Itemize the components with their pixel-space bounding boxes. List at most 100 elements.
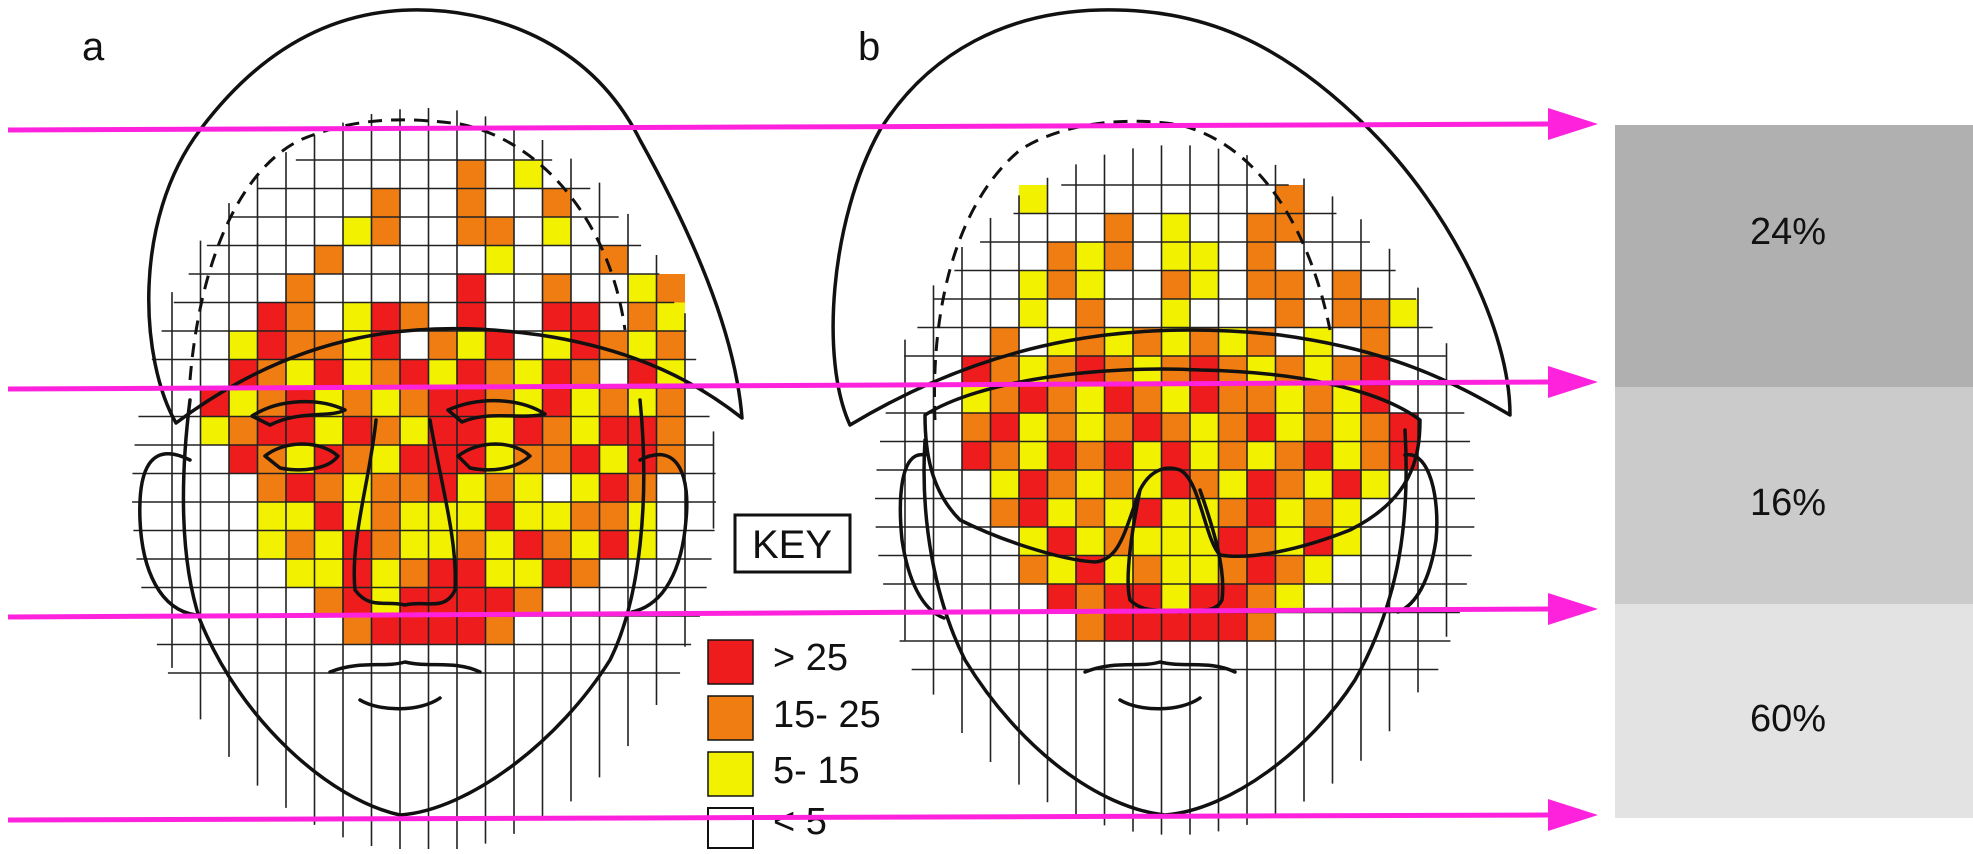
heat-cell — [1076, 327, 1105, 356]
heat-cell — [1047, 470, 1076, 499]
heat-cell — [485, 245, 514, 274]
heat-cell — [990, 413, 1019, 442]
heat-cell — [1275, 356, 1304, 385]
heat-cell — [542, 530, 571, 559]
panel-a-left-brow — [250, 399, 347, 427]
heat-cell — [1332, 299, 1361, 328]
heat-cell — [1161, 213, 1190, 242]
heat-cell — [1190, 242, 1219, 271]
heat-cell — [1161, 527, 1190, 556]
heat-cell — [400, 302, 429, 331]
band-upper-label: 24% — [1750, 211, 1826, 253]
heat-cell — [457, 331, 486, 360]
heat-cell — [314, 530, 343, 559]
heat-cell — [1190, 384, 1219, 413]
band-upper — [1615, 125, 1973, 387]
heat-cell — [457, 559, 486, 588]
heat-cell — [1047, 441, 1076, 470]
band-lower-label: 60% — [1750, 698, 1826, 740]
heat-cell — [1047, 242, 1076, 271]
heat-cell — [599, 388, 628, 417]
heat-cell — [286, 416, 315, 445]
heat-cell — [485, 473, 514, 502]
heat-cell — [343, 388, 372, 417]
heat-cell — [599, 416, 628, 445]
panel-a-right-eye — [456, 442, 532, 472]
panel-a-letter: a — [82, 25, 105, 69]
heat-cell — [962, 413, 991, 442]
legend-label-5-15: 5- 15 — [773, 750, 860, 792]
heat-cell — [257, 331, 286, 360]
arrow-line-4 — [7, 812, 1549, 823]
heat-cell — [343, 445, 372, 474]
heat-cell — [542, 416, 571, 445]
heat-cell — [286, 559, 315, 588]
panel-b-grid — [875, 145, 1475, 835]
heat-cell — [542, 559, 571, 588]
heat-cell — [514, 473, 543, 502]
heat-cell — [314, 416, 343, 445]
heat-cell — [1161, 612, 1190, 641]
heat-cell — [229, 331, 258, 360]
heat-cell — [1076, 242, 1105, 271]
heat-cell — [1019, 413, 1048, 442]
heat-cell — [542, 188, 571, 217]
legend-key: KEY > 25 15- 25 5- 15 < 5 — [707, 513, 881, 849]
heat-cell — [1361, 470, 1390, 499]
heat-cell — [542, 388, 571, 417]
heat-cell — [1076, 584, 1105, 613]
heat-cell — [1133, 555, 1162, 584]
heat-cell — [1076, 527, 1105, 556]
legend-label-under-5: < 5 — [773, 801, 827, 843]
heat-cell — [571, 445, 600, 474]
heat-cell — [514, 530, 543, 559]
arrow-head-2 — [1548, 366, 1598, 398]
heat-cell — [1161, 555, 1190, 584]
heat-cell — [542, 274, 571, 303]
heat-cell — [1047, 270, 1076, 299]
heat-cell — [343, 217, 372, 246]
band-arrows — [7, 108, 1598, 831]
heat-cell — [990, 498, 1019, 527]
panel-a: a — [82, 8, 744, 852]
heat-cell — [1247, 213, 1276, 242]
heat-cell — [1047, 498, 1076, 527]
heat-cell — [1304, 413, 1333, 442]
heat-cell — [314, 245, 343, 274]
heat-cell — [428, 559, 457, 588]
heat-cell — [400, 616, 429, 645]
heat-cell — [990, 384, 1019, 413]
arrow-line-2 — [7, 379, 1549, 392]
heat-cell — [571, 359, 600, 388]
heat-cell — [457, 274, 486, 303]
heat-cell — [1104, 612, 1133, 641]
heat-cell — [286, 302, 315, 331]
panel-a-heat-cells — [200, 160, 685, 645]
heat-cell — [1275, 413, 1304, 442]
heat-cell — [1133, 384, 1162, 413]
heat-cell — [1019, 270, 1048, 299]
heat-cell — [1332, 441, 1361, 470]
arrow-head-1 — [1548, 108, 1598, 140]
arrow-line-3 — [7, 606, 1549, 620]
heat-cell — [1047, 356, 1076, 385]
heat-cell — [257, 502, 286, 531]
heat-cell — [990, 327, 1019, 356]
panel-a-head-outline — [188, 118, 627, 381]
panel-a-upper-lip — [328, 660, 482, 674]
heat-cell — [485, 416, 514, 445]
panel-a-left-eye — [263, 442, 340, 472]
heat-cell — [314, 473, 343, 502]
heat-cell — [1218, 470, 1247, 499]
heat-cell — [1104, 413, 1133, 442]
heat-cell — [628, 302, 657, 331]
heat-cell — [1247, 270, 1276, 299]
heat-cell — [485, 559, 514, 588]
heat-cell — [400, 388, 429, 417]
heat-cell — [286, 274, 315, 303]
panel-a-face-outline — [181, 398, 646, 817]
heat-cell — [485, 530, 514, 559]
heat-cell — [1104, 384, 1133, 413]
heat-cell — [1190, 327, 1219, 356]
heat-cell — [1304, 498, 1333, 527]
